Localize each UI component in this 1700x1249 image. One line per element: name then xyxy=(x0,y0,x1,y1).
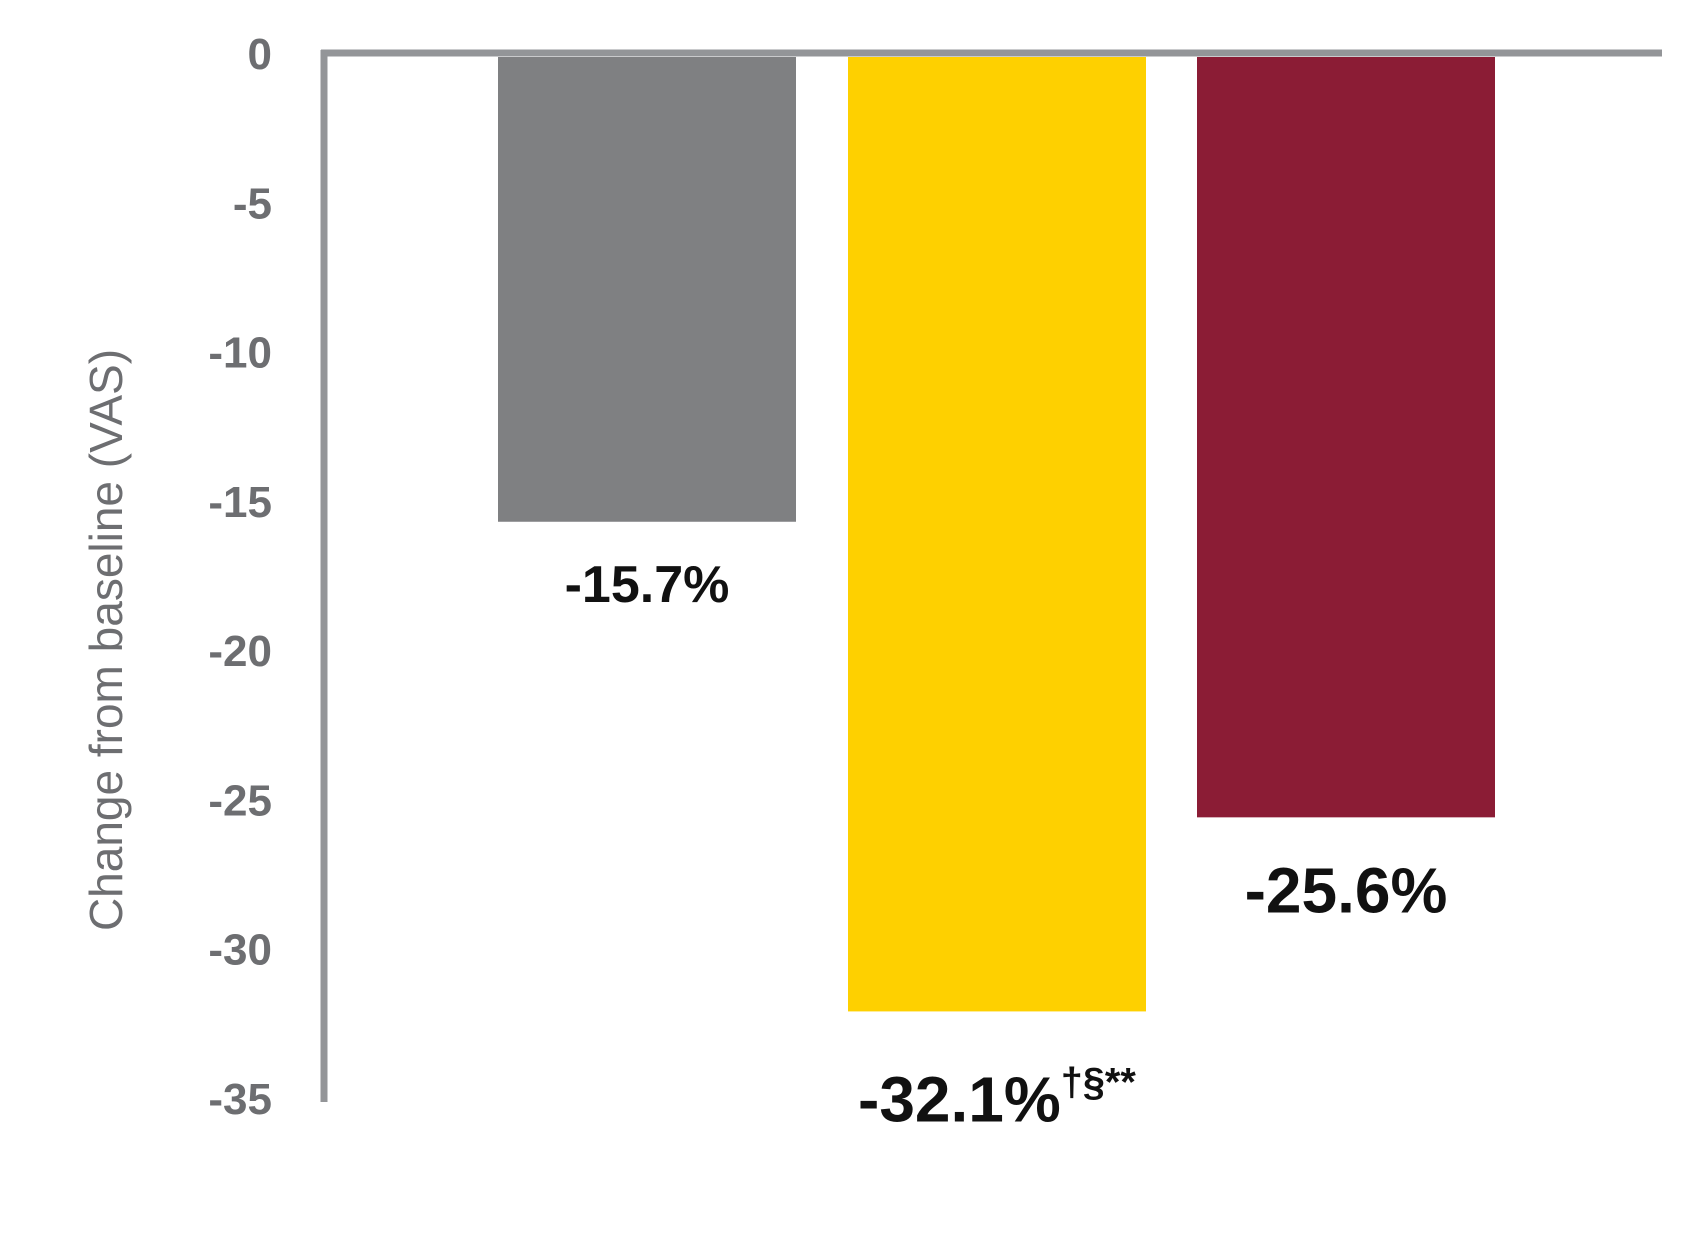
bar xyxy=(498,57,796,522)
y-tick-label: -15 xyxy=(208,478,272,527)
bar-value-label: -32.1%†§** xyxy=(858,1060,1136,1135)
y-ticks-group: 0 -5 -10 -15 -20 -25 -30 -35 xyxy=(208,30,272,1124)
y-axis-label: Change from baseline (VAS) xyxy=(80,349,132,931)
y-tick-label: -30 xyxy=(208,926,272,975)
y-tick-label: -35 xyxy=(208,1075,272,1124)
data-labels-group: -15.7% -32.1%†§** -25.6% xyxy=(565,556,1448,1136)
y-tick-label: -25 xyxy=(208,776,272,825)
bar xyxy=(848,57,1146,1012)
bars-group xyxy=(498,57,1495,1012)
bar-value-label: -15.7% xyxy=(565,556,730,614)
y-tick-label: -10 xyxy=(208,329,272,378)
y-tick-label: 0 xyxy=(248,30,272,79)
y-tick-label: -20 xyxy=(208,627,272,676)
bar xyxy=(1197,57,1495,818)
y-tick-label: -5 xyxy=(233,179,272,228)
bar-value-label: -25.6% xyxy=(1245,854,1448,926)
